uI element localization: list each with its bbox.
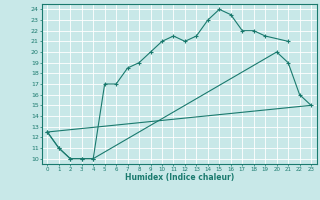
X-axis label: Humidex (Indice chaleur): Humidex (Indice chaleur) [124, 173, 234, 182]
